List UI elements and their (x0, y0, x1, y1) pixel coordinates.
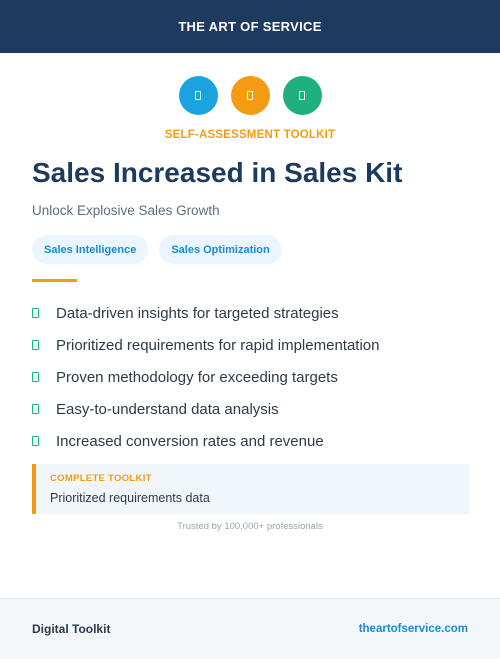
feature-text: Data-driven insights for targeted strate… (56, 304, 339, 322)
feature-text: Easy-to-understand data analysis (56, 400, 279, 418)
check-icon (32, 308, 39, 318)
toolkit-callout: COMPLETE TOOLKIT Prioritized requirement… (32, 464, 469, 514)
tag-list: Sales Intelligence Sales Optimization (32, 235, 282, 264)
kicker-label: SELF-ASSESSMENT TOOLKIT (164, 129, 336, 141)
feature-text: Proven methodology for exceeding targets (56, 368, 338, 386)
list-item: Increased conversion rates and revenue (32, 425, 472, 457)
feature-text: Increased conversion rates and revenue (56, 432, 324, 450)
check-icon (32, 404, 39, 414)
callout-label: COMPLETE TOOLKIT (50, 473, 152, 484)
tag-sales-intelligence: Sales Intelligence (32, 235, 149, 264)
brand-title: THE ART OF SERVICE (178, 19, 322, 34)
page-subtitle: Unlock Explosive Sales Growth (32, 203, 220, 218)
icon-row (0, 76, 500, 115)
tag-sales-optimization: Sales Optimization (159, 235, 282, 264)
trust-note: Trusted by 100,000+ professionals (177, 521, 323, 532)
header-banner: THE ART OF SERVICE (0, 0, 500, 53)
list-item: Prioritized requirements for rapid imple… (32, 329, 472, 361)
feature-text: Prioritized requirements for rapid imple… (56, 336, 380, 354)
footer-label: Digital Toolkit (32, 622, 111, 636)
list-item: Proven methodology for exceeding targets (32, 361, 472, 393)
doc-icon (282, 76, 322, 115)
doc-icon (230, 76, 270, 115)
page-title: Sales Increased in Sales Kit (32, 157, 403, 188)
accent-divider (32, 279, 77, 282)
check-icon (32, 436, 39, 446)
feature-list: Data-driven insights for targeted strate… (32, 297, 472, 457)
doc-icon (178, 76, 218, 115)
check-icon (32, 372, 39, 382)
footer: Digital Toolkit theartofservice.com (0, 598, 500, 659)
website-link[interactable]: theartofservice.com (358, 623, 468, 635)
callout-text: Prioritized requirements data (50, 491, 210, 505)
list-item: Easy-to-understand data analysis (32, 393, 472, 425)
list-item: Data-driven insights for targeted strate… (32, 297, 472, 329)
check-icon (32, 340, 39, 350)
